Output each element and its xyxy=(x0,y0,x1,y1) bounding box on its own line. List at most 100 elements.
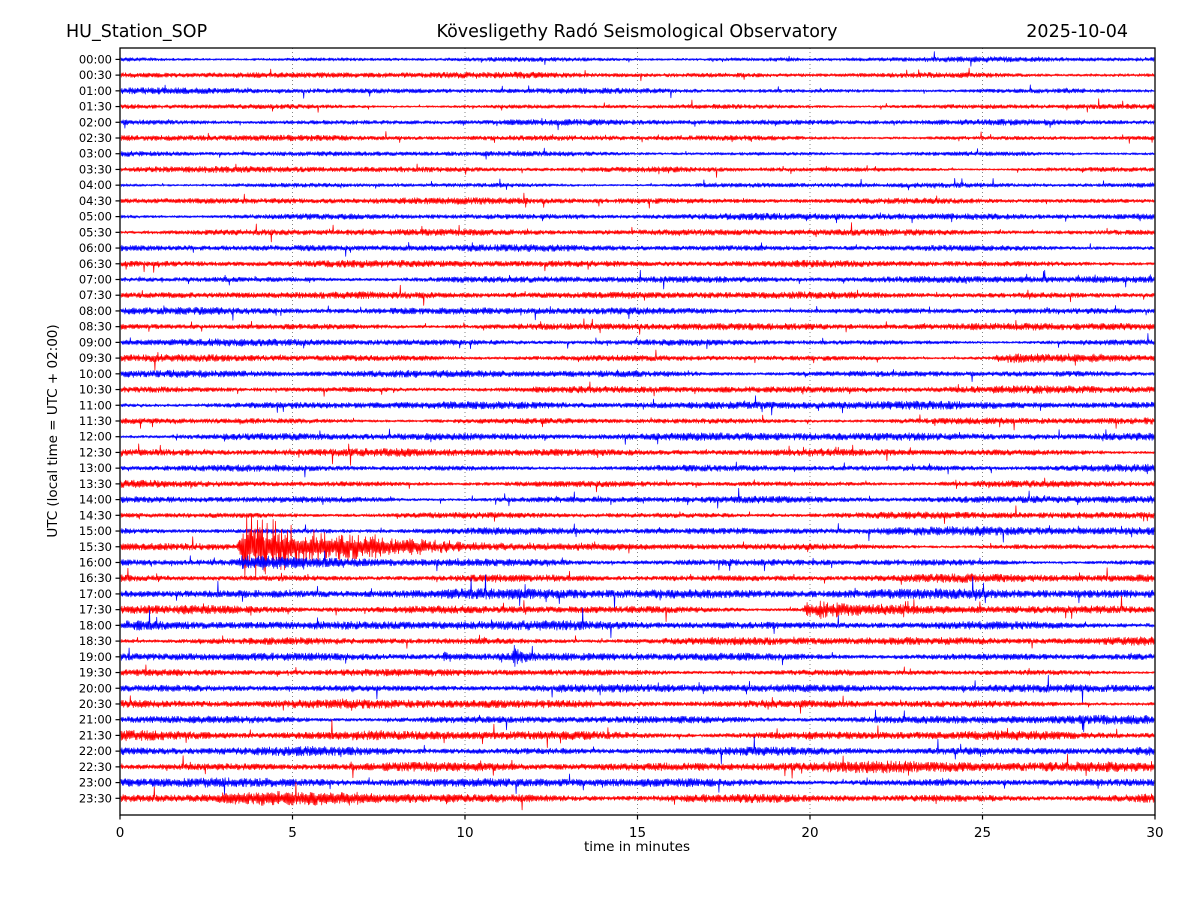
seismic-traces xyxy=(120,51,1155,811)
x-axis-label: time in minutes xyxy=(584,839,690,855)
seismic-trace-0200 xyxy=(120,117,1155,131)
seismic-trace-0500 xyxy=(120,212,1155,224)
seismic-trace-0300 xyxy=(120,147,1155,160)
seismic-trace-1830 xyxy=(120,634,1155,649)
row-time-label: 00:30 xyxy=(79,68,112,82)
row-time-label: 15:00 xyxy=(79,524,112,538)
seismic-trace-1030 xyxy=(120,381,1155,397)
row-time-label: 08:30 xyxy=(79,320,112,334)
seismic-trace-1700 xyxy=(120,574,1155,610)
x-tick-label: 25 xyxy=(974,825,991,841)
seismic-trace-1430 xyxy=(120,505,1155,524)
seismic-trace-2230 xyxy=(120,753,1155,779)
seismic-trace-2130 xyxy=(120,719,1155,748)
row-time-label: 23:00 xyxy=(79,776,112,790)
row-time-label: 14:00 xyxy=(79,493,112,507)
row-time-label: 16:30 xyxy=(79,571,112,585)
x-axis-ticks: 0 5 10 15 20 25 30 xyxy=(116,815,1164,841)
row-time-label: 22:00 xyxy=(79,744,112,758)
y-axis-label: UTC (local time = UTC + 02:00) xyxy=(45,324,61,537)
row-time-label: 13:30 xyxy=(79,477,112,491)
plot-border xyxy=(119,47,1156,816)
row-time-label: 05:30 xyxy=(79,225,112,239)
date-title: 2025-10-04 xyxy=(1026,22,1128,42)
row-time-label: 06:30 xyxy=(79,257,112,271)
seismic-trace-2200 xyxy=(120,736,1155,765)
row-time-label: 07:30 xyxy=(79,288,112,302)
seismic-trace-1130 xyxy=(120,414,1155,431)
x-tick-label: 5 xyxy=(288,825,297,841)
seismic-trace-0800 xyxy=(120,305,1155,321)
seismic-trace-2000 xyxy=(120,674,1155,704)
x-tick-label: 20 xyxy=(801,825,818,841)
row-time-label: 22:30 xyxy=(79,760,112,774)
row-time-label: 13:00 xyxy=(79,461,112,475)
row-time-label: 04:00 xyxy=(79,178,112,192)
row-time-label: 04:30 xyxy=(79,194,112,208)
seismic-trace-1400 xyxy=(120,487,1155,509)
seismic-trace-2030 xyxy=(120,695,1155,714)
seismic-trace-0630 xyxy=(120,259,1155,273)
seismic-trace-0430 xyxy=(120,192,1155,209)
station-title: HU_Station_SOP xyxy=(66,22,207,42)
seismic-trace-0030 xyxy=(120,67,1155,82)
seismic-trace-1630 xyxy=(120,567,1155,585)
seismic-trace-0000 xyxy=(120,51,1155,67)
row-time-label: 01:00 xyxy=(79,84,112,98)
seismic-trace-1100 xyxy=(120,395,1155,416)
gridlines xyxy=(292,48,983,815)
x-tick-label: 15 xyxy=(629,825,646,841)
seismic-trace-1930 xyxy=(120,664,1155,677)
row-time-label: 16:00 xyxy=(79,555,112,569)
seismic-trace-1900 xyxy=(120,645,1155,667)
row-time-label: 10:30 xyxy=(79,383,112,397)
seismic-trace-2330 xyxy=(120,781,1155,811)
row-time-label: 08:00 xyxy=(79,304,112,318)
row-time-label: 02:00 xyxy=(79,115,112,129)
row-time-label: 23:30 xyxy=(79,791,112,805)
row-time-label: 19:30 xyxy=(79,666,112,680)
seismic-trace-1300 xyxy=(120,461,1155,478)
row-time-label: 05:00 xyxy=(79,210,112,224)
seismic-trace-1230 xyxy=(120,443,1155,466)
row-time-label: 17:00 xyxy=(79,587,112,601)
row-time-label: 21:30 xyxy=(79,728,112,742)
row-time-label: 00:00 xyxy=(79,52,112,66)
row-time-label: 09:00 xyxy=(79,335,112,349)
seismic-trace-0230 xyxy=(120,131,1155,144)
row-time-label: 12:00 xyxy=(79,430,112,444)
row-time-label: 14:30 xyxy=(79,508,112,522)
seismic-trace-0400 xyxy=(120,178,1155,191)
row-time-label: 20:00 xyxy=(79,681,112,695)
seismic-trace-1200 xyxy=(120,428,1155,445)
row-time-label: 06:00 xyxy=(79,241,112,255)
row-time-label: 03:30 xyxy=(79,162,112,176)
row-time-label: 15:30 xyxy=(79,540,112,554)
row-time-label: 02:30 xyxy=(79,131,112,145)
seismic-trace-0530 xyxy=(120,222,1155,243)
row-time-label: 03:00 xyxy=(79,147,112,161)
seismic-trace-0900 xyxy=(120,333,1155,350)
seismic-trace-1800 xyxy=(120,607,1155,638)
row-time-label: 18:30 xyxy=(79,634,112,648)
seismic-trace-2300 xyxy=(120,773,1155,796)
seismic-trace-0100 xyxy=(120,84,1155,99)
seismic-trace-2100 xyxy=(120,709,1155,733)
row-time-label: 10:00 xyxy=(79,367,112,381)
seismic-trace-1600 xyxy=(120,550,1155,572)
x-tick-label: 0 xyxy=(116,825,125,841)
seismic-trace-0330 xyxy=(120,163,1155,178)
seismic-trace-0730 xyxy=(120,284,1155,306)
seismic-trace-0930 xyxy=(120,349,1155,371)
seismic-trace-0600 xyxy=(120,242,1155,257)
row-time-label: 11:00 xyxy=(79,398,112,412)
row-time-label: 19:00 xyxy=(79,650,112,664)
seismic-trace-1530 xyxy=(120,513,1155,579)
row-time-label: 18:00 xyxy=(79,618,112,632)
row-time-label: 21:00 xyxy=(79,713,112,727)
row-time-label: 12:30 xyxy=(79,445,112,459)
seismic-trace-0130 xyxy=(120,98,1155,113)
